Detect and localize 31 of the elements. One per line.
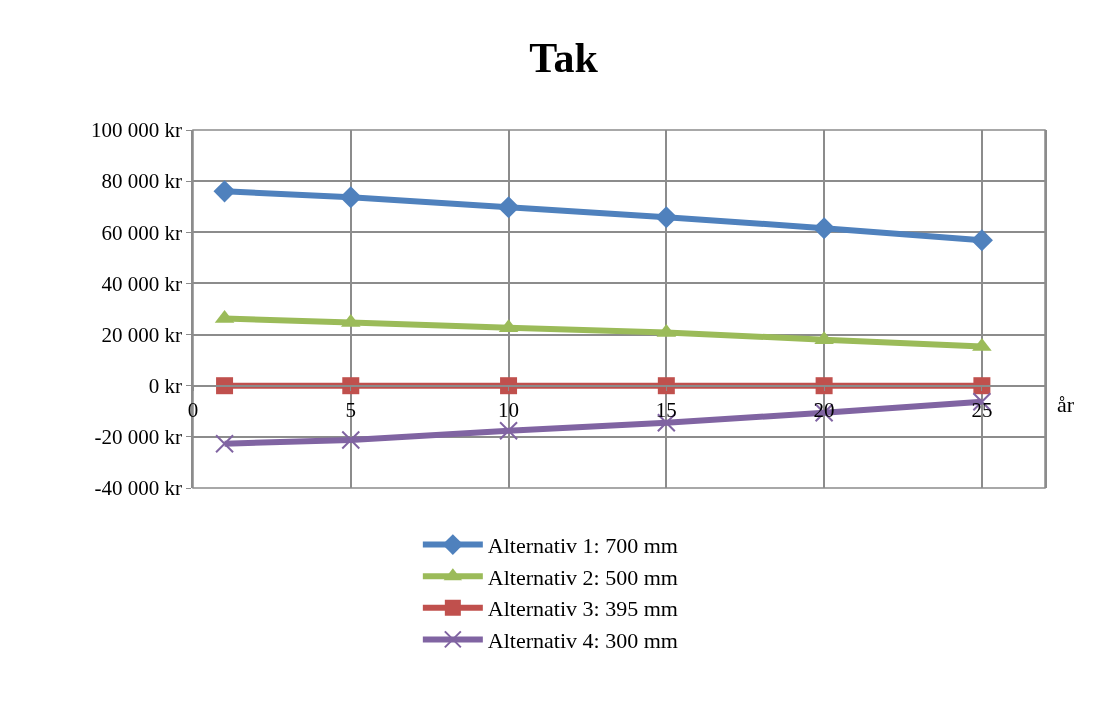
y-tick-label: 20 000 kr	[101, 322, 183, 347]
x-tick-label: 5	[345, 397, 357, 422]
chart-title: Tak	[529, 34, 599, 81]
point	[813, 217, 836, 240]
y-tick-label: 80 000 kr	[101, 169, 183, 194]
point	[497, 196, 520, 219]
x-axis-title: år	[1057, 392, 1075, 417]
legend-label: Alternativ 4: 300 mm	[487, 627, 678, 653]
y-tick-label: 60 000 kr	[101, 220, 183, 245]
x-tick-label: 10	[498, 397, 520, 422]
x-tick-label: 25	[971, 397, 993, 422]
y-tick-label: 100 000 kr	[91, 118, 183, 143]
point	[657, 377, 675, 395]
point	[342, 377, 360, 395]
x-tick-label: 0	[187, 397, 199, 422]
point	[341, 430, 361, 450]
y-tick-label: 40 000 kr	[101, 271, 183, 296]
legend-label: Alternativ 3: 395 mm	[487, 596, 678, 622]
point	[655, 206, 678, 229]
x-tick-label: 15	[655, 397, 677, 422]
point	[339, 186, 362, 209]
point	[215, 434, 235, 454]
point	[970, 229, 993, 252]
y-tick-label: 0 kr	[148, 374, 183, 399]
point	[213, 180, 236, 203]
y-tick-label: -20 000 kr	[94, 425, 183, 450]
legend-label: Alternativ 2: 500 mm	[487, 564, 678, 590]
point	[499, 421, 519, 441]
point	[500, 377, 518, 395]
y-tick-label: -40 000 kr	[94, 476, 183, 501]
legend-label: Alternativ 1: 700 mm	[487, 533, 678, 559]
